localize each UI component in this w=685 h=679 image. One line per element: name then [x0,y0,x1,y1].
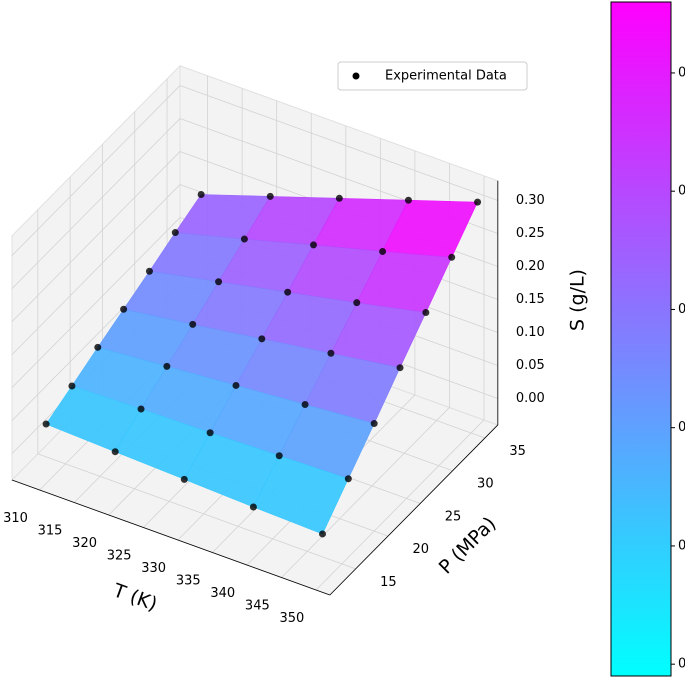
grid-line [11,184,181,355]
x-axis-title: T (K) [109,579,160,615]
data-point [310,241,317,249]
data-point [145,267,153,275]
data-point [68,382,76,390]
grid-line [179,85,498,201]
tick-label: 310 [3,511,28,526]
data-point [319,530,326,538]
tick-label: 25 [445,509,462,524]
grid-line [11,85,181,256]
data-point [370,420,378,428]
data-point [120,305,128,313]
data-point [137,405,145,413]
data-point [353,299,361,307]
legend-label: Experimental Data [385,69,507,84]
data-point [42,420,50,428]
data-point [266,192,274,200]
tick-label: 0.10 [516,325,545,340]
tick-label: 0.20 [516,259,545,274]
data-point [258,335,266,343]
axis-line [11,479,330,596]
z-axis-title: S (g/L) [567,269,589,331]
data-point [197,191,205,198]
grid-line [11,118,181,289]
grid-line [37,453,356,570]
data-point [422,309,430,316]
surface [45,194,478,535]
data-point [344,475,352,483]
tick-label: 325 [107,548,132,563]
colorbar-tick-label: 0.25 [678,65,685,80]
data-point [396,364,404,372]
legend-marker [352,72,360,80]
data-point [163,362,171,370]
tick-label: 320 [72,536,97,551]
data-point [404,196,412,204]
grid-line [315,419,485,591]
colorbar [610,1,672,677]
tick-label: 335 [176,573,201,588]
tick-label: 340 [210,586,235,601]
data-point [206,429,214,437]
data-point [284,288,292,296]
data-point [232,381,240,389]
data-point [249,503,257,511]
data-point [327,349,335,357]
tick-label: 315 [38,523,63,538]
legend-box [337,61,528,91]
tick-label: 0.00 [516,391,545,406]
data-point [301,401,309,408]
tick-label: 0.30 [516,193,545,208]
tick-label: 345 [245,598,270,613]
data-point [189,320,197,328]
tick-label: 30 [477,477,494,492]
data-point [448,253,456,261]
tick-label: 0.05 [516,358,545,373]
points [42,191,482,538]
tick-label: 15 [380,575,397,590]
colorbar-tick-label: 0.05 [678,538,685,553]
tick-label: 330 [141,561,166,576]
data-point [180,475,188,483]
legend: Experimental Data [337,61,528,91]
tick-label: 20 [412,542,429,557]
data-point [215,278,223,286]
data-point [171,229,179,237]
axis-line [329,424,499,596]
data-point [379,247,387,255]
data-point [240,235,248,243]
data-point [94,343,102,351]
data-point [275,452,283,460]
tick-label: 0.15 [516,292,545,307]
data-point [335,194,343,202]
colorbar-tick-label: 0.15 [678,302,685,317]
grid-line [11,151,181,322]
colorbar-tick-label: 0.00 [678,657,685,672]
colorbar-tick-label: 0.10 [678,420,685,435]
grid-line [11,217,181,388]
data-point [474,198,482,206]
colorbar-tick-label: 0.20 [678,184,685,199]
tick-label: 0.25 [516,226,545,241]
grid-line [281,407,450,578]
tick-label: 350 [279,611,304,626]
data-point [111,448,119,456]
tick-label: 35 [509,444,526,459]
